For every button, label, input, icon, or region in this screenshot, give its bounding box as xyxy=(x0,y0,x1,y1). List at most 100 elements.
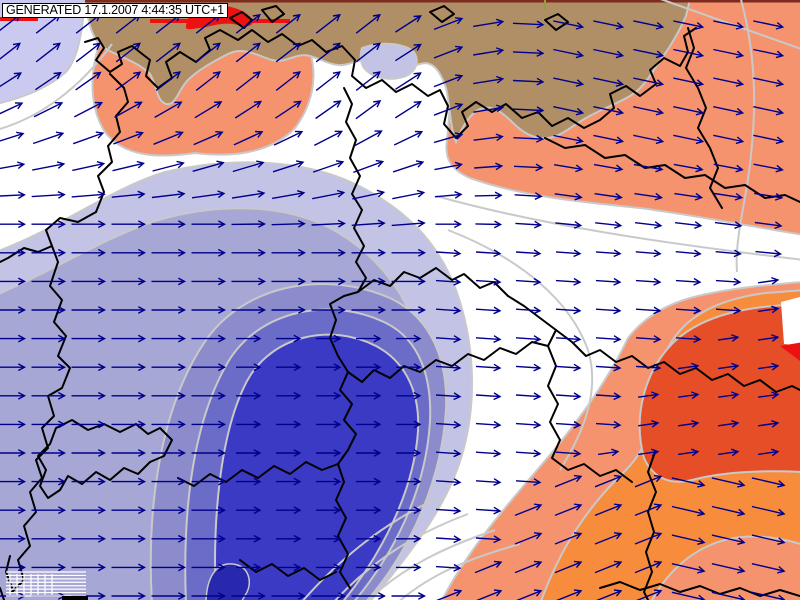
wind-arrow xyxy=(396,563,422,572)
wind-arrow xyxy=(678,362,700,371)
country-borders-layer xyxy=(0,5,800,600)
wind-arrow xyxy=(593,163,624,173)
wind-arrow xyxy=(231,248,266,257)
wind-arrow xyxy=(155,42,181,63)
wind-arrow xyxy=(31,449,66,457)
wind-arrow xyxy=(0,449,26,457)
region-blue-darkest xyxy=(205,563,250,600)
wind-arrow xyxy=(311,248,346,257)
wind-arrow xyxy=(553,77,585,87)
wind-arrow xyxy=(71,477,106,486)
wind-arrow xyxy=(593,77,625,87)
wind-arrow xyxy=(555,449,582,458)
wind-arrow xyxy=(718,334,740,342)
wind-arrow xyxy=(635,221,663,229)
wind-arrow xyxy=(751,505,786,517)
wind-arrow xyxy=(316,334,342,343)
border-czech xyxy=(329,267,557,383)
wind-arrow xyxy=(393,130,424,146)
wind-arrow xyxy=(31,391,66,400)
wind-arrow xyxy=(475,363,502,372)
wind-arrow xyxy=(72,161,106,172)
wind-arrow xyxy=(595,221,623,229)
wind-arrow xyxy=(671,505,706,517)
contour-line xyxy=(302,496,441,600)
wind-arrow xyxy=(0,248,26,257)
border-poland-east xyxy=(544,27,800,209)
wind-arrow xyxy=(514,192,543,200)
wind-arrow xyxy=(718,391,740,400)
wind-arrow xyxy=(71,506,106,515)
wind-arrow xyxy=(635,335,662,343)
wind-arrow xyxy=(73,101,104,118)
wind-arrow xyxy=(435,449,462,458)
wind-arrow xyxy=(673,20,705,30)
wind-arrow xyxy=(33,102,64,118)
wind-arrow xyxy=(433,132,464,144)
wind-arrow xyxy=(714,192,744,201)
wind-arrow xyxy=(316,363,342,372)
wind-arrow xyxy=(675,221,703,229)
wind-arrow xyxy=(594,560,623,574)
wind-arrow xyxy=(435,335,462,343)
wind-arrow xyxy=(633,20,665,30)
wind-arrow xyxy=(512,49,545,57)
wind-arrow xyxy=(75,71,102,91)
wind-arrow xyxy=(396,420,422,429)
wind-arrow xyxy=(0,131,25,142)
wind-arrow xyxy=(513,163,544,172)
wind-arrow xyxy=(191,534,226,543)
wind-arrow xyxy=(758,362,780,371)
wind-arrow xyxy=(276,334,302,343)
wind-arrow xyxy=(231,306,266,314)
wind-arrow xyxy=(356,506,382,515)
wind-arrow xyxy=(235,71,261,91)
wind-arrow xyxy=(515,363,542,372)
wind-arrow xyxy=(512,106,545,115)
wind-arrow xyxy=(594,503,623,517)
wind-arrow xyxy=(554,532,583,545)
wind-arrow xyxy=(554,503,583,517)
wind-arrow xyxy=(71,190,106,199)
wind-arrow xyxy=(271,277,306,286)
wind-arrow xyxy=(232,160,265,173)
wind-arrow xyxy=(71,391,106,400)
graticule-line xyxy=(735,0,756,273)
wind-arrow xyxy=(235,42,261,63)
contour-line xyxy=(447,229,594,471)
wind-arrows-layer xyxy=(0,13,786,600)
wind-arrow xyxy=(71,306,106,314)
wind-arrow xyxy=(758,305,780,314)
wind-arrow xyxy=(711,563,746,574)
wind-arrow xyxy=(275,42,301,63)
wind-arrow xyxy=(151,563,186,572)
wind-arrow xyxy=(71,563,106,572)
wind-arrow xyxy=(316,534,342,543)
wind-arrow xyxy=(356,391,382,400)
wind-arrow xyxy=(31,334,66,343)
wind-arrow xyxy=(433,74,464,88)
wind-arrow xyxy=(194,101,223,119)
wind-arrow xyxy=(678,448,700,457)
wind-arrow xyxy=(355,13,381,34)
wind-arrow xyxy=(674,192,704,201)
wind-arrow xyxy=(276,477,302,486)
wind-arrow xyxy=(635,363,662,372)
wind-arrow xyxy=(111,363,146,372)
wind-arrow xyxy=(154,101,183,119)
wind-arrow xyxy=(396,534,422,543)
wind-arrow xyxy=(151,477,186,486)
wind-arrow xyxy=(0,306,26,314)
wind-arrow xyxy=(231,277,266,286)
wind-arrow xyxy=(0,534,26,543)
wind-arrow xyxy=(311,592,346,600)
wind-arrow xyxy=(634,192,663,201)
wind-arrow xyxy=(436,589,463,600)
wind-arrow xyxy=(515,478,542,486)
wind-arrow xyxy=(394,100,422,119)
wind-arrow xyxy=(153,131,184,145)
wind-arrow xyxy=(435,478,462,486)
wind-arrow xyxy=(31,248,66,257)
